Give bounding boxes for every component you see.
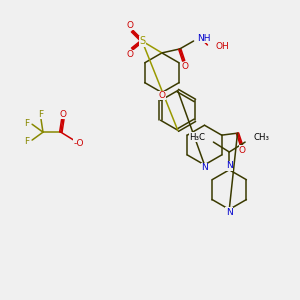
- Text: F: F: [25, 136, 30, 146]
- Text: O: O: [127, 50, 134, 59]
- Text: NH: NH: [198, 34, 211, 43]
- Text: N: N: [226, 208, 232, 217]
- Text: O: O: [158, 91, 165, 100]
- Text: O: O: [239, 146, 246, 154]
- Text: CH₃: CH₃: [253, 133, 269, 142]
- Text: F: F: [25, 119, 30, 128]
- Text: S: S: [139, 36, 145, 46]
- Text: O: O: [59, 110, 66, 119]
- Text: O: O: [127, 21, 134, 30]
- Text: N: N: [201, 163, 208, 172]
- Text: F: F: [38, 110, 43, 119]
- Text: -O: -O: [74, 139, 84, 148]
- Text: OH: OH: [215, 43, 229, 52]
- Text: N: N: [226, 161, 232, 170]
- Text: O: O: [181, 62, 188, 71]
- Text: H₃C: H₃C: [190, 133, 206, 142]
